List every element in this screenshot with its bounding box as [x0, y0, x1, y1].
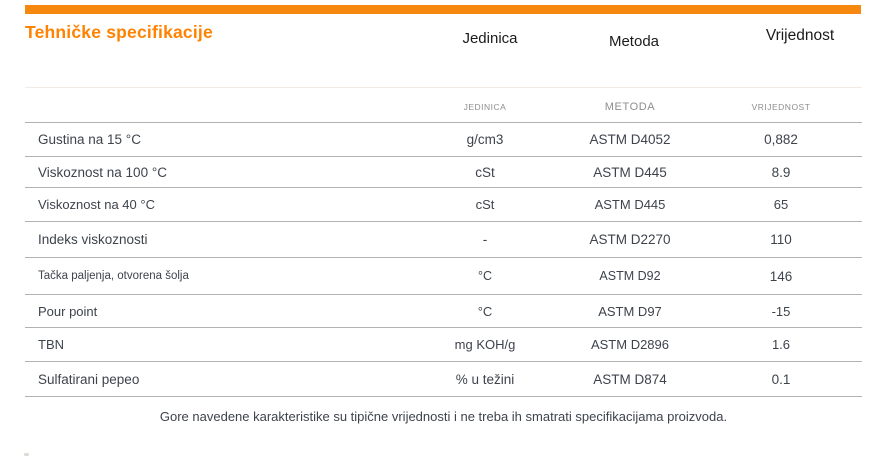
row-value: 110 [770, 232, 792, 247]
column-header-value: Vrijednost [765, 27, 835, 44]
table-row: Gustina na 15 °C g/cm3 ASTM D4052 0,882 [25, 123, 862, 157]
row-value: 0,882 [764, 132, 798, 147]
row-method: ASTM D2896 [590, 337, 670, 352]
stray-mark [24, 453, 29, 456]
row-method: ASTM D874 [593, 371, 667, 387]
row-property: Viskoznost na 100 °C [38, 164, 167, 180]
row-property: TBN [38, 337, 64, 352]
row-value: 1.6 [771, 337, 791, 352]
row-property: Gustina na 15 °C [38, 132, 141, 147]
subheader-unit: JEDINICA [463, 101, 507, 112]
row-value: -15 [771, 303, 791, 319]
row-value: 65 [773, 197, 789, 212]
table-row: Viskoznost na 40 °C cSt ASTM D445 65 [25, 188, 862, 222]
table-row: Indeks viskoznosti - ASTM D2270 110 [25, 222, 862, 258]
table-row: Pour point °C ASTM D97 -15 [25, 295, 862, 328]
row-unit: cSt [475, 164, 495, 180]
row-value: 8.9 [771, 164, 791, 180]
row-unit: mg KOH/g [454, 337, 516, 352]
table-subheader-row: JEDINICA METODA VRIJEDNOST [25, 87, 862, 123]
table-row: TBN mg KOH/g ASTM D2896 1.6 [25, 328, 862, 362]
spec-table: JEDINICA METODA VRIJEDNOST Gustina na 15… [25, 87, 862, 397]
column-header-method: Metoda [608, 33, 660, 50]
row-method: ASTM D445 [594, 197, 666, 212]
disclaimer-note: Gore navedene karakteristike su tipične … [159, 409, 728, 424]
row-method: ASTM D97 [598, 303, 662, 319]
subheader-method: METODA [604, 100, 656, 113]
table-row: Viskoznost na 100 °C cSt ASTM D445 8.9 [25, 157, 862, 188]
table-row: Tačka paljenja, otvorena šolja °C ASTM D92… [25, 258, 862, 295]
row-method: ASTM D2270 [589, 232, 671, 247]
row-property: Sulfatirani pepeo [38, 371, 140, 387]
row-unit: °C [477, 303, 493, 319]
row-property: Viskoznost na 40 °C [38, 197, 155, 212]
row-unit: - [482, 232, 488, 247]
page-title: Tehničke specifikacije [25, 22, 213, 42]
row-method: ASTM D445 [593, 164, 667, 180]
row-method: ASTM D4052 [589, 132, 671, 147]
subheader-property-empty [25, 88, 410, 123]
row-value: 146 [769, 268, 793, 284]
row-unit: °C [477, 269, 493, 283]
accent-bar [25, 5, 861, 14]
row-unit: % u težini [455, 371, 515, 387]
row-unit: g/cm3 [466, 132, 504, 147]
column-header-unit: Jedinica [462, 30, 518, 47]
row-value: 0.1 [771, 371, 791, 387]
row-property: Indeks viskoznosti [38, 232, 148, 247]
row-property: Pour point [38, 303, 98, 319]
row-property: Tačka paljenja, otvorena šolja [38, 270, 189, 282]
subheader-value: VRIJEDNOST [751, 101, 811, 112]
row-unit: cSt [475, 197, 495, 212]
spec-table-body: JEDINICA METODA VRIJEDNOST Gustina na 15… [25, 87, 862, 397]
table-row: Sulfatirani pepeo % u težini ASTM D874 0.1 [25, 362, 862, 397]
row-method: ASTM D92 [599, 269, 661, 283]
